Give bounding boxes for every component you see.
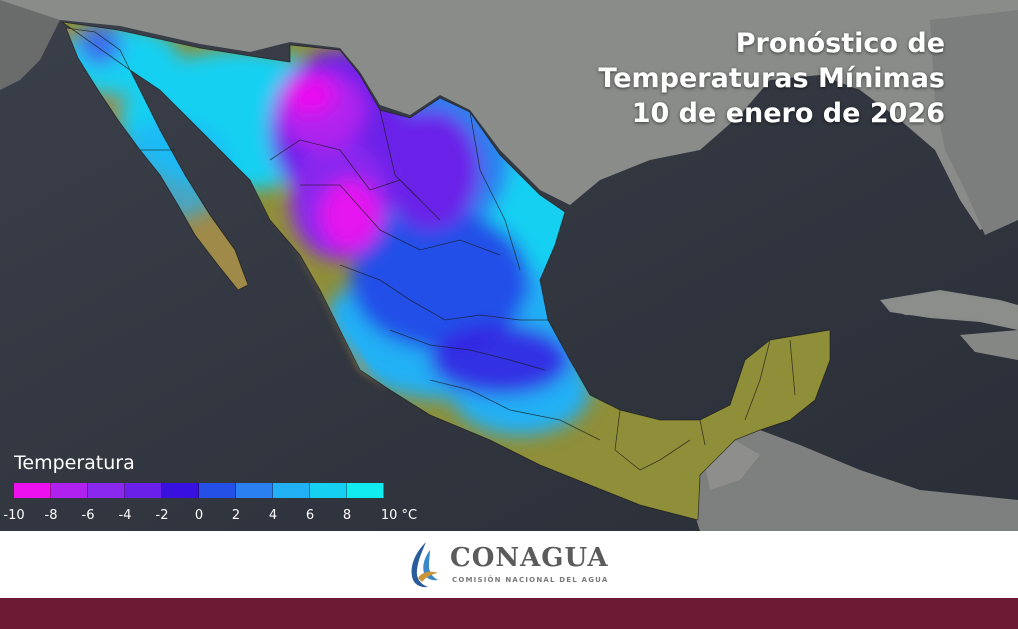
- land-background: [0, 0, 1018, 531]
- legend-tick: -10: [3, 508, 25, 523]
- legend-swatch: [88, 483, 125, 498]
- legend-swatch: [125, 483, 162, 498]
- color-scale: [14, 483, 384, 498]
- footer: [0, 531, 1018, 598]
- state-borders: [61, 21, 831, 521]
- title-line-2: Temperaturas Mínimas: [598, 63, 945, 94]
- legend-tick: 8: [342, 508, 352, 523]
- brand-subtitle: COMISIÓN NACIONAL DEL AGUA: [452, 576, 609, 584]
- legend-swatch: [51, 483, 88, 498]
- legend-tick: 2: [231, 508, 241, 523]
- title-line-1: Pronóstico de: [735, 28, 945, 59]
- footer-band: [0, 598, 1018, 629]
- temperature-map: [0, 0, 1018, 531]
- legend-swatch: [310, 483, 347, 498]
- legend-swatch: [14, 483, 51, 498]
- legend-tick: -6: [81, 508, 95, 523]
- legend-swatch: [347, 483, 384, 498]
- cuba-island: [885, 292, 1018, 326]
- legend-tick: 10 °C: [380, 508, 418, 523]
- legend-tick: -2: [155, 508, 169, 523]
- coast-fringe: [250, 180, 390, 390]
- legend-title: Temperatura: [14, 452, 135, 474]
- brand-name: CONAGUA: [450, 543, 609, 573]
- legend-swatch: [199, 483, 236, 498]
- legend-swatch: [236, 483, 273, 498]
- legend-tick: 6: [305, 508, 315, 523]
- legend-tick: 0: [194, 508, 204, 523]
- title-line-3: 10 de enero de 2026: [631, 98, 945, 129]
- legend-tick: -8: [44, 508, 58, 523]
- conagua-logo-icon: [411, 542, 438, 588]
- legend-tick: 4: [268, 508, 278, 523]
- map-title: Pronóstico de Temperaturas Mínimas 10 de…: [598, 26, 945, 131]
- legend-tick: -4: [118, 508, 132, 523]
- legend-swatch: [162, 483, 199, 498]
- legend-swatch: [273, 483, 310, 498]
